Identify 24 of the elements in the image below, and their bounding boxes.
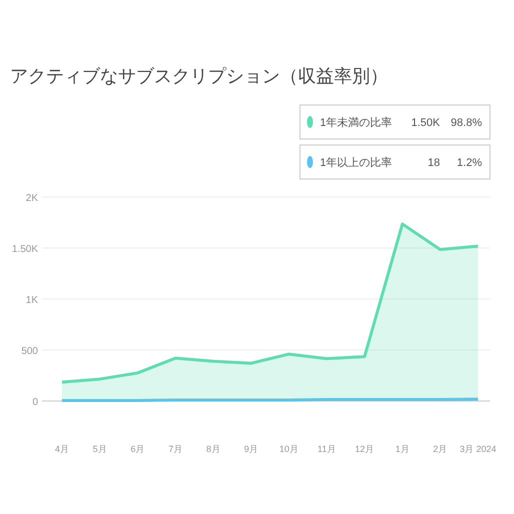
x-tick-label: 9月	[244, 444, 258, 454]
x-tick-label: 7月	[168, 444, 182, 454]
text: 18	[428, 157, 440, 169]
text: 1.50K	[411, 117, 441, 129]
x-tick-label: 11月	[318, 444, 336, 454]
legend-label: 1年以上の比率	[320, 156, 392, 169]
y-tick-label: 0	[32, 397, 38, 408]
x-tick-label: 1月	[395, 444, 410, 454]
y-tick-label: 2K	[26, 193, 38, 204]
x-tick-label: 6月	[130, 444, 145, 454]
text: 98.8%	[450, 117, 482, 129]
x-tick-label: 12月	[355, 444, 374, 454]
x-tick-label: 8月	[206, 444, 220, 454]
x-tick-label: 10月	[279, 444, 298, 454]
y-tick-label: 1K	[26, 295, 38, 306]
x-tick-label: 5月	[92, 444, 107, 454]
x-tick-label: 3月 2024	[460, 444, 496, 454]
text: 1.2%	[456, 157, 482, 169]
x-tick-label: 2月	[433, 444, 448, 454]
x-tick-label: 4月	[54, 444, 70, 454]
y-tick-label: 1.50K	[12, 244, 38, 255]
legend-label: 1年未満の比率	[320, 116, 392, 129]
chart-title: アクティブなサブスクリプション（収益率別）	[10, 66, 388, 86]
y-tick-label: 500	[21, 346, 38, 357]
